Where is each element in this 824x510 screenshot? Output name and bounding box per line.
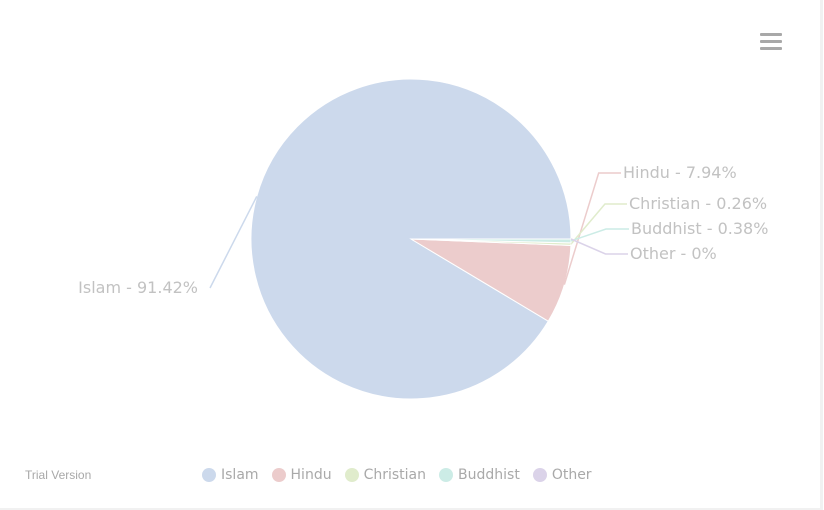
connector-line-islam xyxy=(209,196,258,289)
connector-line-other xyxy=(570,238,628,255)
legend-item-christian[interactable]: Christian xyxy=(344,467,427,483)
legend-label: Hindu xyxy=(290,467,332,483)
legend-marker xyxy=(202,468,216,482)
legend-label: Islam xyxy=(221,467,259,483)
hamburger-menu-icon[interactable] xyxy=(752,28,790,56)
legend-label: Christian xyxy=(363,467,427,483)
slice-label-hindu: Hindu - 7.94% xyxy=(623,163,737,182)
slice-label-buddhist: Buddhist - 0.38% xyxy=(631,219,768,238)
legend-item-buddhist[interactable]: Buddhist xyxy=(439,467,520,483)
trial-version-watermark: Trial Version xyxy=(25,468,92,482)
legend-item-islam[interactable]: Islam xyxy=(202,467,259,483)
menu-bar xyxy=(760,40,782,43)
slice-label-islam: Islam - 91.42% xyxy=(78,278,198,297)
legend-marker xyxy=(344,468,359,482)
chart-legend: Islam Hindu Christian Buddhist Other xyxy=(202,465,605,485)
menu-bar xyxy=(760,47,782,50)
slice-label-christian: Christian - 0.26% xyxy=(629,194,767,213)
connector-line-buddhist xyxy=(570,228,629,242)
legend-marker xyxy=(532,468,547,482)
menu-bar xyxy=(760,33,782,36)
legend-item-hindu[interactable]: Hindu xyxy=(271,467,332,483)
legend-marker xyxy=(271,468,286,482)
legend-item-other[interactable]: Other xyxy=(532,467,592,483)
connector-line-hindu xyxy=(563,172,621,285)
legend-label: Buddhist xyxy=(458,467,520,483)
legend-label: Other xyxy=(551,467,592,483)
connector-line-christian xyxy=(570,203,627,245)
slice-label-other: Other - 0% xyxy=(630,244,717,263)
legend-marker xyxy=(439,468,454,482)
